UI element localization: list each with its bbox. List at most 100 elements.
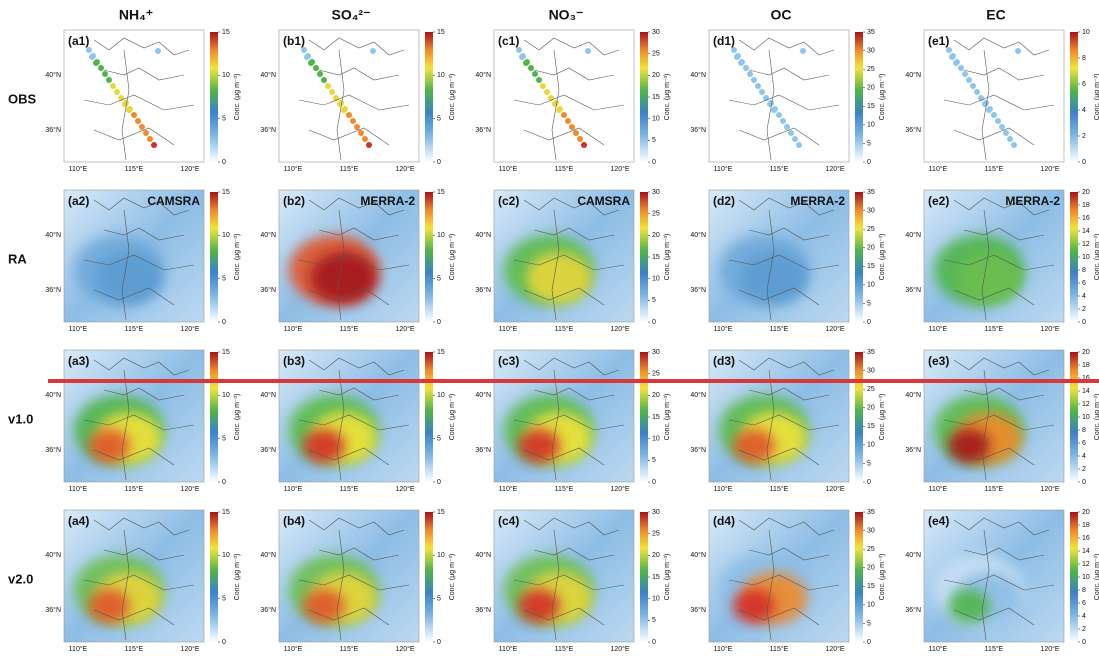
colorbar-tick-label: 8 xyxy=(1082,427,1086,434)
panel-label: (b2) xyxy=(283,194,305,208)
colorbar-tick-label: 20 xyxy=(652,552,660,559)
data-source: CAMSRA xyxy=(577,194,630,208)
colorbar-tick-label: 15 xyxy=(222,29,230,36)
colorbar-tick-label: 15 xyxy=(652,254,660,261)
colorbar-tick-label: 5 xyxy=(437,596,441,603)
province-border xyxy=(728,357,840,481)
lon-tick-label: 110°E xyxy=(499,645,518,653)
lon-tick-label: 110°E xyxy=(284,325,303,333)
station-dot xyxy=(354,124,360,130)
colorbar-tick-label: 4 xyxy=(1082,613,1086,620)
colorbar-tick-label: 12 xyxy=(1082,401,1090,408)
lat-tick-label: 40°N xyxy=(690,391,706,399)
station-dot xyxy=(743,65,749,71)
station-dot xyxy=(581,142,587,148)
lat-tick-label: 36°N xyxy=(475,286,491,294)
station-dot xyxy=(321,77,327,83)
map-frame xyxy=(923,349,1065,483)
lat-tick-label: 36°N xyxy=(690,446,706,454)
station-dot xyxy=(346,112,352,118)
concentration-field xyxy=(518,429,560,463)
station-dot xyxy=(313,65,319,71)
colorbar-tick-label: 5 xyxy=(867,620,871,627)
province-border xyxy=(83,357,195,481)
province-border xyxy=(513,357,625,481)
colorbar-tick-label: 0 xyxy=(437,479,441,486)
station-dot xyxy=(556,107,562,113)
colorbar-label: Conc. (μg m⁻³) xyxy=(449,394,456,441)
colorbar-tick-label: 0 xyxy=(652,479,656,486)
lat-tick-label: 36°N xyxy=(45,446,61,454)
lon-tick-label: 120°E xyxy=(825,645,844,653)
lon-tick-label: 115°E xyxy=(555,325,574,333)
station-dot xyxy=(341,107,347,113)
colorbar-tick-label: 30 xyxy=(867,367,875,374)
colorbar-tick-label: 15 xyxy=(652,94,660,101)
province-border xyxy=(513,517,625,641)
panel-label: (c2) xyxy=(498,194,519,208)
colorbar-tick-label: 5 xyxy=(652,137,656,144)
map-panel: (e1) 110°E 115°E 120°E 36°N 40°N 0 2 4 6 8 10 Conc. … xyxy=(905,29,1099,173)
map-frame xyxy=(63,189,205,323)
lon-tick-label: 110°E xyxy=(69,645,88,653)
colorbar xyxy=(1070,512,1078,642)
colorbar-tick-label: 5 xyxy=(652,457,656,464)
map-frame xyxy=(708,509,850,643)
station-dot xyxy=(98,65,104,71)
station-dot xyxy=(573,130,579,136)
panel-label: (d2) xyxy=(713,194,735,208)
station-dot xyxy=(519,54,525,60)
map-area xyxy=(494,510,634,642)
station-dot xyxy=(114,89,120,95)
colorbar-tick-label: 5 xyxy=(867,460,871,467)
province-border xyxy=(298,37,410,161)
station-dot xyxy=(949,54,955,60)
station-dot xyxy=(155,48,161,54)
lon-tick-label: 110°E xyxy=(929,165,948,173)
station-dot xyxy=(561,112,567,118)
lon-tick-label: 110°E xyxy=(499,485,518,493)
map-area xyxy=(924,510,1064,642)
colorbar-tick-label: 6 xyxy=(1082,280,1086,287)
colorbar-tick-label: 20 xyxy=(652,392,660,399)
lon-tick-label: 115°E xyxy=(340,165,359,173)
data-source: MERRA-2 xyxy=(790,194,845,208)
lat-tick-label: 40°N xyxy=(260,71,276,79)
concentration-field xyxy=(311,252,377,304)
station-dot xyxy=(995,118,1001,124)
panel-label: (c4) xyxy=(498,514,519,528)
lon-tick-label: 115°E xyxy=(125,645,144,653)
map-panel: (e3) 110°E 115°E 120°E 36°N 40°N 0 2 4 6 8 10 12 14 16… xyxy=(905,349,1099,493)
colorbar-tick-label: 10 xyxy=(867,602,875,609)
lat-tick-label: 40°N xyxy=(475,231,491,239)
colorbar-tick-label: 18 xyxy=(1082,522,1090,529)
colorbar xyxy=(425,192,433,322)
lat-tick-label: 40°N xyxy=(45,71,61,79)
row-label: v2.0 xyxy=(8,571,33,586)
colorbar-tick-label: 0 xyxy=(1082,479,1086,486)
colorbar-label: Conc. (μg m⁻³) xyxy=(449,554,456,601)
colorbar-tick-label: 25 xyxy=(867,66,875,73)
colorbar-tick-label: 10 xyxy=(437,232,445,239)
station-dot xyxy=(738,60,744,66)
colorbar xyxy=(1070,352,1078,482)
lon-tick-label: 115°E xyxy=(125,165,144,173)
lon-tick-label: 110°E xyxy=(69,165,88,173)
column-title: SO₄²⁻ xyxy=(332,7,371,23)
colorbar-tick-label: 8 xyxy=(1082,55,1086,62)
lat-tick-label: 40°N xyxy=(905,391,921,399)
colorbar-tick-label: 2 xyxy=(1082,626,1086,633)
station-dot xyxy=(102,71,108,77)
colorbar-tick-label: 30 xyxy=(652,509,660,516)
lat-tick-label: 40°N xyxy=(690,71,706,79)
lon-tick-label: 120°E xyxy=(825,165,844,173)
province-border xyxy=(298,517,410,641)
colorbar xyxy=(855,192,863,322)
province-border xyxy=(943,357,1055,481)
lat-tick-label: 36°N xyxy=(905,126,921,134)
station-dot xyxy=(301,47,307,53)
station-dot xyxy=(143,130,149,136)
province-border xyxy=(513,37,625,161)
map-area xyxy=(64,190,204,322)
